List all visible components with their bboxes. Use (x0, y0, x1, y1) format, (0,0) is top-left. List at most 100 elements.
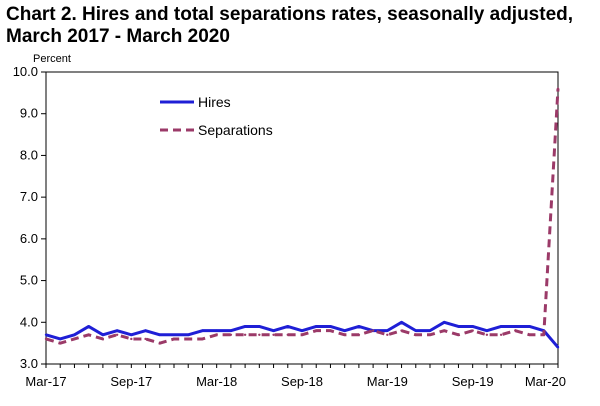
chart-title-line-2: March 2017 - March 2020 (6, 26, 230, 47)
separations-data-point (44, 337, 48, 341)
hires-data-point (187, 333, 190, 336)
x-tick-label: Mar-20 (525, 374, 566, 389)
separations-data-point (258, 333, 261, 336)
separations-data-point (73, 337, 76, 341)
x-tick-label: Sep-17 (110, 374, 152, 389)
hires-data-point (499, 325, 503, 328)
series-group (44, 87, 560, 349)
hires-data-point (414, 329, 417, 332)
hires-data-point (59, 337, 62, 341)
hires-data-point (87, 325, 90, 328)
separations-data-point (158, 341, 161, 345)
separations-series-line (45, 88, 560, 345)
separations-data-point (357, 333, 361, 336)
hires-data-point (300, 329, 304, 332)
y-tick-label: 7.0 (20, 189, 38, 204)
legend-separations-label: Separations (198, 122, 273, 138)
separations-data-point (286, 333, 289, 336)
legend: Hires Separations (160, 94, 273, 138)
separations-data-point (272, 333, 275, 336)
separations-data-point (528, 333, 531, 336)
y-tick-label: 10.0 (13, 64, 38, 79)
hires-data-point (428, 329, 432, 332)
hires-data-point (158, 333, 161, 336)
separations-data-point (371, 329, 375, 332)
y-tick-label: 5.0 (20, 273, 38, 288)
separations-data-point (130, 337, 133, 341)
y-axis: 3.0 4.0 5.0 6.0 7.0 8.0 9.0 10.0 (13, 64, 46, 371)
separations-data-point (485, 333, 489, 336)
separations-data-point (329, 329, 332, 332)
separations-data-point (556, 87, 560, 90)
hires-data-point (315, 325, 318, 328)
y-tick-label: 4.0 (20, 314, 38, 329)
separations-data-point (443, 329, 446, 332)
y-tick-label: 9.0 (20, 106, 38, 121)
separations-data-point (300, 333, 304, 336)
x-tick-label: Mar-17 (25, 374, 66, 389)
separations-data-point (101, 337, 105, 341)
hires-data-point (215, 329, 218, 332)
hires-data-point (172, 333, 176, 336)
y-tick-label: 8.0 (20, 147, 38, 162)
hires-data-point (471, 325, 474, 328)
hires-data-point (329, 325, 332, 328)
separations-data-point (187, 337, 190, 341)
separations-data-point (471, 329, 474, 332)
hires-data-point (101, 333, 105, 336)
hires-data-point (201, 329, 204, 332)
hires-data-point (144, 329, 147, 332)
separations-data-point (59, 341, 62, 345)
separations-data-point (457, 333, 460, 336)
hires-data-point (73, 333, 76, 336)
separations-data-point (87, 333, 90, 336)
separations-data-point (215, 333, 218, 336)
hires-data-point (130, 333, 133, 336)
hires-data-point (514, 325, 517, 328)
separations-data-point (428, 333, 432, 336)
separations-data-point (144, 337, 147, 341)
separations-data-point (542, 333, 545, 336)
hires-data-point (343, 329, 346, 332)
separations-data-point (499, 333, 503, 336)
hires-data-point (272, 329, 275, 332)
hires-data-point (485, 329, 489, 332)
separations-data-point (514, 329, 517, 332)
hires-data-point (556, 346, 560, 349)
y-axis-unit-label: Percent (33, 53, 71, 65)
hires-data-point (286, 325, 289, 328)
x-tick-label: Sep-19 (452, 374, 494, 389)
separations-data-point (386, 333, 389, 336)
separations-data-point (172, 337, 176, 341)
x-axis: Mar-17 Sep-17 Mar-18 Sep-18 Mar-19 Sep-19 Mar-… (25, 364, 566, 389)
hires-data-point (443, 321, 446, 324)
hires-data-point (457, 325, 460, 328)
hires-data-point (243, 325, 247, 328)
x-tick-label: Mar-19 (367, 374, 408, 389)
hires-data-point (528, 325, 531, 328)
separations-data-point (343, 333, 346, 336)
hires-data-point (44, 333, 48, 336)
chart-title-line-1: Chart 2. Hires and total separations rat… (6, 4, 574, 25)
x-tick-label: Mar-18 (196, 374, 237, 389)
separations-data-point (414, 333, 417, 336)
hires-data-point (357, 325, 361, 328)
hires-data-point (386, 329, 389, 332)
hires-data-point (229, 329, 233, 332)
y-tick-label: 6.0 (20, 231, 38, 246)
hires-data-point (400, 321, 403, 324)
separations-data-point (229, 333, 233, 336)
y-tick-label: 3.0 (20, 356, 38, 371)
chart-title: Chart 2. Hires and total separations rat… (6, 4, 596, 48)
separations-data-point (201, 337, 204, 341)
plot-frame (45, 71, 559, 365)
hires-data-point (258, 325, 261, 328)
separations-data-point (243, 333, 247, 336)
x-tick-label: Sep-18 (281, 374, 323, 389)
legend-hires-label: Hires (198, 94, 231, 110)
separations-data-point (315, 329, 318, 332)
hires-data-point (115, 329, 119, 332)
separations-data-point (400, 329, 403, 332)
separations-data-point (115, 333, 119, 336)
